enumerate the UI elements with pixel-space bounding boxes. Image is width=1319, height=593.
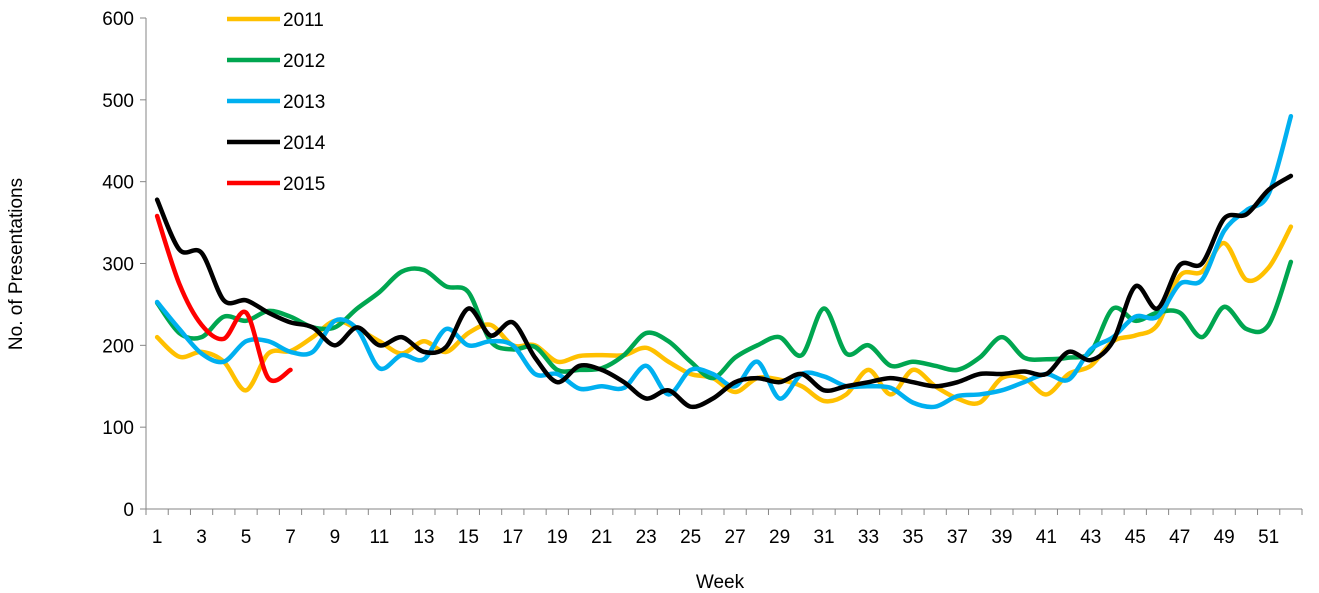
- x-tick-label: 47: [1169, 527, 1190, 548]
- y-axis-ticks: 0 100 200 300 400 500 600: [102, 9, 146, 521]
- x-tick-label: 27: [725, 527, 746, 548]
- x-axis-ticks: 1 3 5 7 9 11 13 15 17 19 21 23 25 27 29 31 33 35 37 39 41 43 4…: [145, 509, 1303, 548]
- x-tick-label: 9: [330, 527, 341, 548]
- legend-label-2014: 2014: [283, 133, 326, 154]
- x-tick-label: 39: [991, 527, 1012, 548]
- y-tick-label: 200: [102, 336, 134, 357]
- legend: 2011 2012 2013 2014 2015: [227, 10, 326, 195]
- y-tick-label: 600: [102, 9, 134, 30]
- x-tick-label: 43: [1080, 527, 1101, 548]
- y-tick-label: 300: [102, 255, 134, 276]
- x-tick-label: 35: [902, 527, 923, 548]
- x-tick-label: 17: [502, 527, 523, 548]
- x-tick-label: 31: [813, 527, 834, 548]
- y-tick-label: 400: [102, 173, 134, 194]
- x-tick-label: 45: [1125, 527, 1146, 548]
- x-tick-label: 5: [241, 527, 252, 548]
- x-tick-label: 19: [547, 527, 568, 548]
- x-tick-label: 29: [769, 527, 790, 548]
- series-line-2013: [154, 113, 1294, 410]
- series-line-2014: [154, 173, 1294, 410]
- x-tick-label: 41: [1036, 527, 1057, 548]
- x-tick-label: 23: [636, 527, 657, 548]
- x-tick-label: 13: [413, 527, 434, 548]
- x-tick-label: 25: [680, 527, 701, 548]
- legend-label-2015: 2015: [283, 174, 325, 195]
- x-tick-label: 37: [947, 527, 968, 548]
- y-axis-title: No. of Presentations: [6, 178, 27, 350]
- x-tick-label: 21: [591, 527, 612, 548]
- x-tick-label: 1: [152, 527, 163, 548]
- x-tick-label: 49: [1214, 527, 1235, 548]
- series-lines: [154, 113, 1294, 410]
- legend-label-2013: 2013: [283, 92, 325, 113]
- x-tick-label: 11: [370, 527, 390, 548]
- x-tick-label: 51: [1258, 527, 1279, 548]
- x-tick-label: 7: [285, 527, 296, 548]
- x-tick-label: 3: [196, 527, 207, 548]
- y-tick-label: 100: [102, 418, 134, 439]
- x-axis-title: Week: [696, 572, 745, 593]
- series-line-2015: [154, 213, 293, 384]
- legend-label-2012: 2012: [283, 51, 325, 72]
- y-tick-label: 0: [123, 500, 134, 521]
- legend-label-2011: 2011: [283, 10, 324, 31]
- x-tick-label: 33: [858, 527, 879, 548]
- y-tick-label: 500: [102, 91, 134, 112]
- x-tick-label: 15: [458, 527, 479, 548]
